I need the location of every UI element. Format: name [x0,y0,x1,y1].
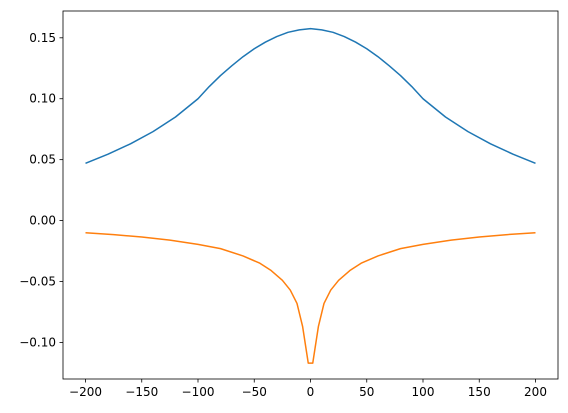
x-tick-label: −200 [69,385,102,399]
x-tick-label: 150 [468,385,491,399]
x-axis: −200 −150 −100 −50 0 50 100 150 200 [69,379,547,399]
plot-area-frame [62,10,559,380]
y-tick-label: 0.05 [29,153,56,167]
y-tick-label: −0.05 [19,275,56,289]
y-axis: −0.10 −0.05 0.00 0.05 0.10 0.15 [19,31,63,349]
y-tick-label: 0.10 [29,92,56,106]
x-tick-label: 0 [307,385,315,399]
y-tick-label: 0.00 [29,214,56,228]
y-tick-label: 0.15 [29,31,56,45]
x-tick-label: 50 [359,385,374,399]
series-layer [85,27,536,364]
y-tick-label: −0.10 [19,335,56,349]
x-tick-label: 100 [412,385,435,399]
x-tick-label: −100 [182,385,215,399]
x-tick-label: −150 [125,385,158,399]
x-tick-label: −50 [242,385,267,399]
series-line-2 [85,232,536,364]
x-tick-label: 200 [524,385,547,399]
series-line-1 [85,27,536,165]
